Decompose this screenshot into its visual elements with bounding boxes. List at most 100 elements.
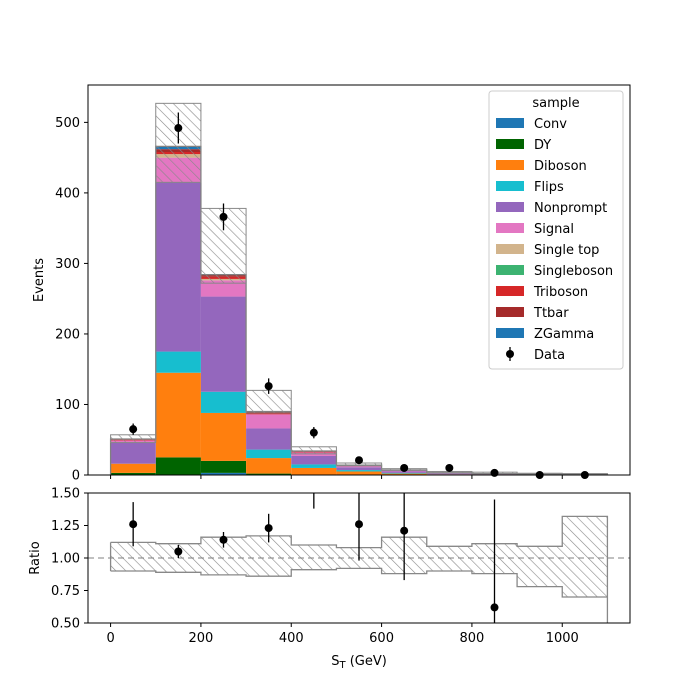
legend-label-flips: Flips bbox=[534, 180, 564, 195]
data-point-7 bbox=[445, 463, 454, 472]
ratio-band-bin-9 bbox=[517, 546, 563, 587]
legend-swatch-signal bbox=[496, 223, 524, 233]
legend-title: sample bbox=[532, 96, 579, 111]
legend-swatch-zgamma bbox=[496, 328, 524, 338]
ratio-point-1 bbox=[174, 547, 183, 556]
bar-diboson-bin-6 bbox=[381, 473, 427, 475]
legend-swatch-triboson bbox=[496, 286, 524, 296]
legend-label-singleboson: Singleboson bbox=[534, 264, 613, 279]
legend-label-zgamma: ZGamma bbox=[534, 327, 594, 342]
ratio-y-tick-label-0.50: 0.50 bbox=[51, 617, 80, 632]
ratio-band-bin-10 bbox=[562, 516, 608, 597]
ratio-point-0 bbox=[129, 520, 138, 529]
bar-flips-bin-1 bbox=[155, 351, 201, 373]
uncertainty-band-bin-4 bbox=[290, 446, 337, 455]
bar-diboson-bin-3 bbox=[246, 458, 292, 474]
bar-flips-bin-3 bbox=[246, 449, 292, 459]
y-tick-label-0: 0 bbox=[72, 469, 80, 484]
y-tick-label-400: 400 bbox=[55, 186, 80, 201]
legend-swatch-flips bbox=[496, 181, 524, 191]
legend-swatch-ttbar bbox=[496, 307, 524, 317]
legend-swatch-conv bbox=[496, 118, 524, 128]
ratio-point-5 bbox=[355, 520, 363, 529]
ratio-band-bin-3 bbox=[246, 535, 292, 577]
legend-data-marker bbox=[506, 350, 514, 358]
ratio-y-tick-label-1.50: 1.50 bbox=[51, 487, 80, 502]
bar-diboson-bin-1 bbox=[155, 372, 201, 458]
data-point-8 bbox=[490, 468, 499, 477]
data-point-6 bbox=[400, 463, 409, 472]
ratio-point-2 bbox=[219, 535, 228, 544]
bar-signal-bin-2 bbox=[200, 280, 247, 297]
ratio-band-lower bbox=[110, 567, 608, 598]
ratio-y-tick-label-1.00: 1.00 bbox=[51, 552, 80, 567]
data-point-4 bbox=[309, 428, 318, 437]
y-tick-label-300: 300 bbox=[55, 257, 80, 272]
legend-swatch-single-top bbox=[496, 244, 524, 254]
x-axis-label: ST (GeV) bbox=[331, 654, 387, 671]
y-tick-label-100: 100 bbox=[55, 398, 80, 413]
y-tick-label-200: 200 bbox=[55, 327, 80, 342]
legend-label-nonprompt: Nonprompt bbox=[534, 201, 607, 216]
legend-swatch-nonprompt bbox=[496, 202, 524, 212]
bar-nonprompt-bin-0 bbox=[110, 442, 156, 464]
bar-nonprompt-bin-4 bbox=[291, 455, 337, 465]
ratio-point-7 bbox=[490, 603, 499, 612]
bar-nonprompt-bin-2 bbox=[200, 296, 247, 392]
y-axis-label: Events bbox=[32, 258, 47, 302]
bar-signal-bin-5 bbox=[336, 465, 382, 468]
bar-diboson-bin-5 bbox=[336, 471, 382, 475]
bar-triboson-bin-3 bbox=[246, 412, 292, 415]
legend-label-diboson: Diboson bbox=[534, 159, 587, 174]
ratio-panel: 0.50 0.75 1.00 1.25 1.50 0 200 400 600 800 1000 Rat… bbox=[28, 487, 631, 671]
x-tick-label-400: 400 bbox=[279, 631, 304, 646]
data-point-0 bbox=[129, 425, 138, 434]
bar-diboson-bin-4 bbox=[291, 467, 337, 475]
bar-signal-bin-3 bbox=[246, 414, 292, 429]
legend-label-dy: DY bbox=[534, 138, 551, 153]
main-frame bbox=[87, 84, 631, 476]
bar-dy-bin-0 bbox=[110, 472, 156, 475]
ratio-band-upper bbox=[110, 515, 609, 623]
bar-flips-bin-4 bbox=[291, 464, 337, 468]
legend-label-data: Data bbox=[534, 348, 565, 363]
data-point-5 bbox=[355, 456, 363, 465]
bar-nonprompt-bin-1 bbox=[155, 182, 201, 352]
legend: sample Conv DY Diboson Flips Nonprompt Signal S… bbox=[488, 90, 624, 370]
data-point-1 bbox=[174, 124, 183, 133]
legend-label-ttbar: Ttbar bbox=[533, 306, 569, 321]
bar-flips-bin-6 bbox=[381, 472, 427, 474]
ratio-point-3 bbox=[264, 524, 273, 533]
bar-flips-bin-2 bbox=[200, 391, 247, 413]
bar-nonprompt-bin-3 bbox=[246, 428, 292, 450]
legend-label-triboson: Triboson bbox=[533, 285, 588, 300]
data-point-3 bbox=[264, 382, 273, 391]
legend-swatch-diboson bbox=[496, 160, 524, 170]
legend-label-conv: Conv bbox=[534, 117, 567, 132]
legend-label-signal: Signal bbox=[534, 222, 574, 237]
bar-dy-bin-2 bbox=[200, 460, 247, 473]
ratio-point-6 bbox=[400, 526, 409, 535]
bar-flips-bin-5 bbox=[336, 470, 382, 472]
ratio-band-bin-7 bbox=[426, 546, 472, 571]
x-tick-label-0: 0 bbox=[106, 631, 114, 646]
legend-label-single-top: Single top bbox=[534, 243, 599, 258]
ratio-y-axis-label: Ratio bbox=[28, 541, 43, 574]
x-tick-label-1000: 1000 bbox=[546, 631, 579, 646]
bar-dy-bin-3 bbox=[246, 473, 292, 475]
x-tick-label-600: 600 bbox=[369, 631, 394, 646]
y-tick-label-500: 500 bbox=[55, 116, 80, 131]
bar-dy-bin-1 bbox=[155, 457, 201, 475]
bar-diboson-bin-2 bbox=[200, 412, 247, 461]
bar-nonprompt-bin-5 bbox=[336, 467, 382, 471]
main-panel: 0 100 200 300 400 500 Events bbox=[32, 84, 631, 484]
legend-swatch-singleboson bbox=[496, 265, 524, 275]
x-tick-label-200: 200 bbox=[189, 631, 214, 646]
bar-conv-bin-2 bbox=[200, 472, 247, 475]
bar-nonprompt-bin-6 bbox=[381, 471, 427, 473]
ratio-band-bin-0 bbox=[110, 542, 156, 571]
ratio-y-tick-label-1.25: 1.25 bbox=[51, 519, 80, 534]
data-point-2 bbox=[219, 212, 228, 221]
legend-swatch-dy bbox=[496, 139, 524, 149]
